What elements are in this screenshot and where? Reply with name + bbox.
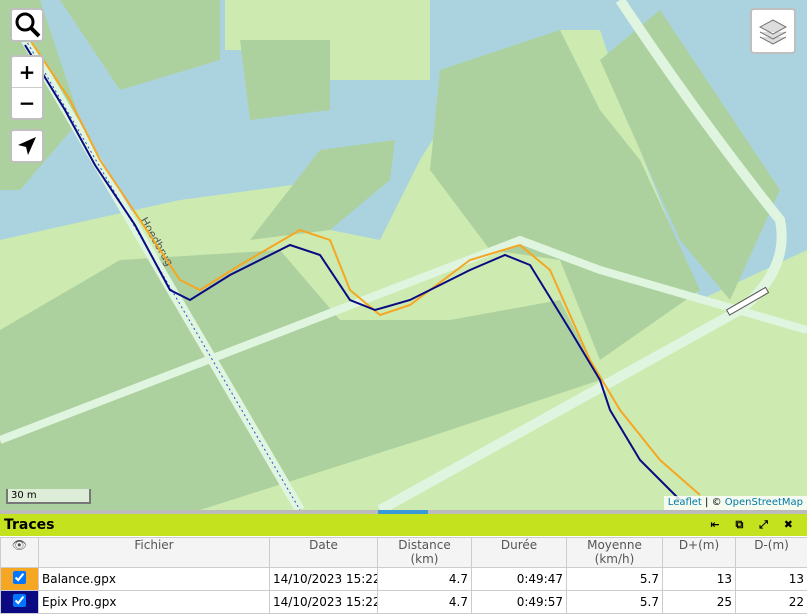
zoom-control: + −: [10, 55, 44, 120]
cell-d-plus: 25: [662, 590, 736, 614]
track: [29, 39, 701, 496]
checkbox[interactable]: [13, 594, 26, 607]
column-header[interactable]: Date: [269, 537, 378, 568]
cell-average: 5.7: [566, 567, 663, 591]
header-unit: (km): [410, 552, 439, 566]
bridge: [725, 286, 770, 316]
column-header[interactable]: Distance (km): [377, 537, 472, 568]
header-unit: (km/h): [594, 552, 635, 566]
attribution: Leaflet | © OpenStreetMap: [663, 496, 807, 510]
column-header[interactable]: Moyenne (km/h): [566, 537, 663, 568]
track: [24, 44, 681, 501]
zoom-in[interactable]: +: [12, 57, 42, 88]
woods: [0, 0, 780, 510]
cell-date: 14/10/2023 15:22: [269, 567, 378, 591]
layers-button[interactable]: [750, 8, 796, 54]
path: [377, 0, 787, 510]
link[interactable]: Leaflet: [667, 497, 702, 508]
panel-title: Traces: [4, 517, 55, 533]
cell-d-plus: 13: [662, 567, 736, 591]
text: | ©: [705, 497, 722, 508]
splitter[interactable]: [0, 510, 807, 514]
panel-header: Traces ⇤ ⧉ ⤢ ✖: [0, 514, 807, 536]
scale: 30 m: [6, 489, 91, 504]
locate-button[interactable]: [10, 129, 44, 163]
eye-header[interactable]: 👁: [0, 537, 39, 568]
row: Epix Pro.gpx 14/10/2023 15:22 4.7 0:49:57 5.…: [0, 590, 807, 614]
cell-d-minus: 13: [735, 567, 807, 591]
path: [0, 235, 807, 444]
header-title: D+(m): [678, 538, 720, 553]
zoom-out[interactable]: −: [18, 91, 36, 115]
map[interactable]: Hoedbrug: [0, 0, 807, 510]
column-header[interactable]: D+(m): [662, 537, 736, 568]
header-title: Fichier: [134, 538, 174, 553]
checkbox[interactable]: [13, 571, 26, 584]
panel-buttons[interactable]: ⇤ ⧉ ⤢ ✖: [710, 518, 799, 531]
header-title: Durée: [500, 538, 538, 553]
column-header[interactable]: D-(m): [735, 537, 807, 568]
cell-distance: 4.7: [377, 590, 472, 614]
header-title: Date: [309, 538, 338, 553]
cell-date: 14/10/2023 15:22: [269, 590, 378, 614]
column-header[interactable]: Durée: [471, 537, 567, 568]
cell-distance: 4.7: [377, 567, 472, 591]
link[interactable]: OpenStreetMap: [724, 497, 803, 508]
checkbox-cell: [0, 567, 39, 591]
table: 👁 Fichier Date Distance (km) Durée Moyenne (km/…: [0, 537, 807, 614]
cell-file: Epix Pro.gpx: [38, 590, 270, 614]
header-title: Moyenne: [587, 538, 642, 553]
row: Balance.gpx 14/10/2023 15:22 4.7 0:49:47 5.7…: [0, 567, 807, 591]
cell-average: 5.7: [566, 590, 663, 614]
cell-duration: 0:49:57: [471, 590, 567, 614]
cell-file: Balance.gpx: [38, 567, 270, 591]
cell-d-minus: 22: [735, 590, 807, 614]
search-icon: [15, 12, 41, 38]
column-header[interactable]: Fichier: [38, 537, 270, 568]
header-title: Distance: [398, 538, 451, 553]
header-title: D-(m): [754, 538, 789, 553]
search-button[interactable]: [10, 8, 44, 42]
locate-icon: [18, 137, 36, 155]
layers-icon: [758, 19, 788, 45]
checkbox-cell: [0, 590, 39, 614]
cell-duration: 0:49:47: [471, 567, 567, 591]
